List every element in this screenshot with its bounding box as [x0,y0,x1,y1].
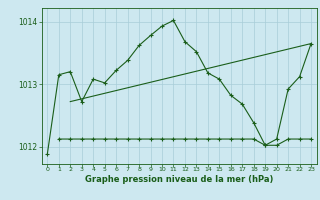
X-axis label: Graphe pression niveau de la mer (hPa): Graphe pression niveau de la mer (hPa) [85,175,273,184]
